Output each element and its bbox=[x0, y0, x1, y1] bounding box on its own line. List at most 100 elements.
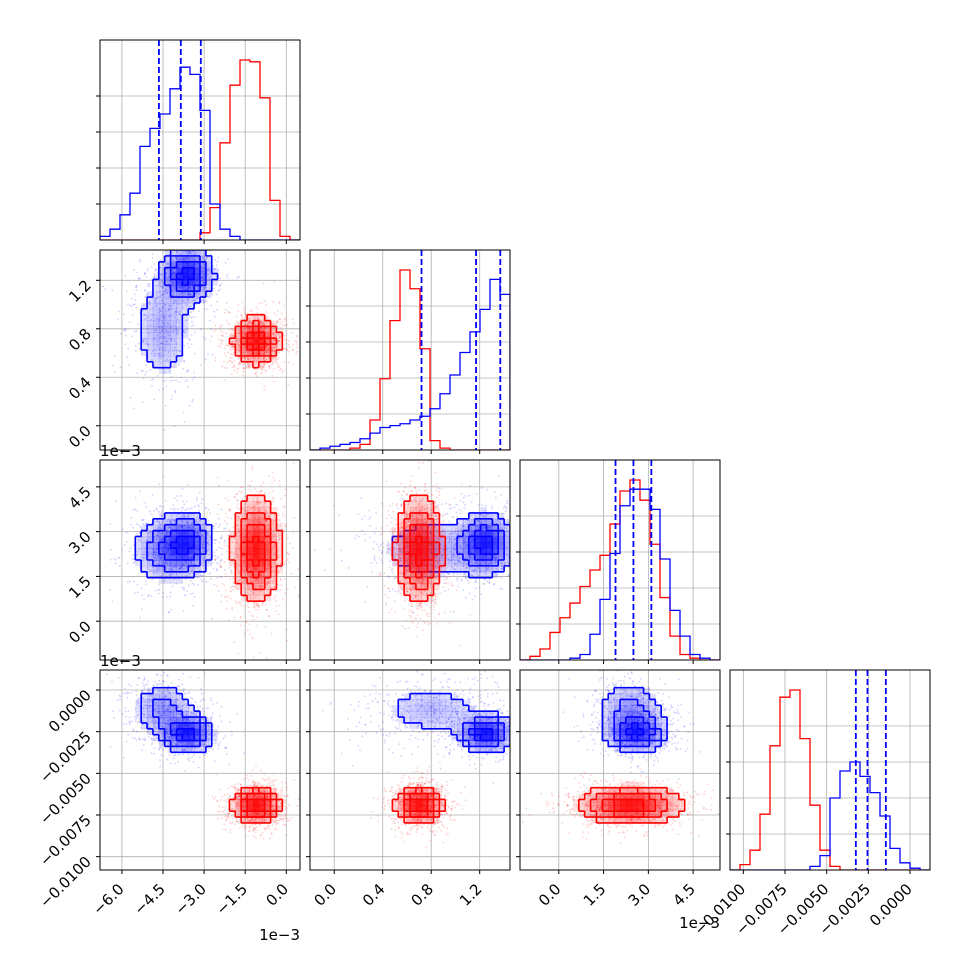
sample-point bbox=[238, 349, 241, 351]
sample-point bbox=[453, 559, 456, 561]
sample-point bbox=[169, 359, 172, 362]
density-cell bbox=[188, 524, 195, 531]
density-cell bbox=[276, 554, 283, 561]
sample-point bbox=[186, 521, 189, 524]
sample-point bbox=[277, 613, 280, 616]
sample-point bbox=[155, 557, 158, 560]
sample-point bbox=[188, 404, 191, 407]
sample-point bbox=[136, 509, 139, 512]
density-cell bbox=[164, 302, 171, 310]
sample-point bbox=[174, 389, 177, 392]
sample-point bbox=[234, 366, 236, 369]
sample-point bbox=[149, 531, 151, 534]
sample-point bbox=[282, 369, 285, 372]
sample-point bbox=[194, 300, 197, 302]
sample-point bbox=[274, 356, 277, 359]
sample-point bbox=[287, 343, 290, 346]
density-cell bbox=[164, 367, 171, 374]
sample-point bbox=[237, 571, 240, 574]
sample-point bbox=[166, 262, 169, 265]
sample-point bbox=[223, 379, 226, 382]
sample-point bbox=[216, 513, 219, 515]
sample-point bbox=[257, 501, 260, 504]
sample-point bbox=[160, 522, 163, 525]
sample-point bbox=[264, 363, 267, 366]
sample-point bbox=[295, 335, 298, 337]
sample-point bbox=[202, 336, 205, 339]
sample-point bbox=[159, 362, 162, 365]
sample-point bbox=[159, 527, 162, 530]
sample-point bbox=[481, 514, 484, 517]
density-cell bbox=[252, 524, 260, 531]
sample-point bbox=[126, 581, 129, 583]
sample-point bbox=[160, 310, 163, 312]
sample-point bbox=[155, 537, 158, 540]
sample-point bbox=[158, 563, 161, 565]
density-cell bbox=[182, 320, 189, 327]
sample-point bbox=[462, 496, 465, 499]
sample-point bbox=[165, 310, 168, 313]
sample-point bbox=[273, 346, 276, 349]
sample-point bbox=[443, 590, 446, 592]
density-cell bbox=[158, 297, 166, 304]
sample-point bbox=[250, 322, 253, 325]
sample-point bbox=[142, 556, 145, 559]
sample-point bbox=[286, 537, 289, 540]
sample-point bbox=[224, 596, 226, 598]
sample-point bbox=[202, 547, 204, 549]
sample-point bbox=[282, 360, 285, 363]
sample-point bbox=[218, 526, 220, 528]
density-cell bbox=[247, 524, 254, 531]
sample-point bbox=[157, 555, 159, 557]
sample-point bbox=[260, 321, 263, 324]
sample-point bbox=[285, 342, 288, 345]
sample-point bbox=[180, 509, 183, 512]
sample-point bbox=[221, 582, 224, 585]
density-cell bbox=[158, 571, 166, 579]
density-cell bbox=[170, 536, 177, 543]
sample-point bbox=[273, 574, 276, 577]
density-cell bbox=[170, 548, 177, 555]
sample-point bbox=[266, 567, 269, 569]
density-cell bbox=[188, 302, 195, 310]
sample-point bbox=[273, 544, 276, 547]
sample-point bbox=[466, 544, 469, 546]
sample-point bbox=[245, 620, 248, 623]
sample-point bbox=[259, 585, 262, 588]
sample-point bbox=[258, 492, 261, 494]
sample-point bbox=[515, 526, 517, 528]
sample-point bbox=[196, 292, 199, 294]
sample-point bbox=[156, 295, 159, 298]
sample-point bbox=[256, 324, 258, 327]
sample-point bbox=[431, 520, 433, 523]
sample-point bbox=[267, 533, 270, 535]
sample-point bbox=[216, 585, 218, 588]
sample-point bbox=[506, 553, 508, 556]
sample-point bbox=[250, 581, 253, 583]
sample-point bbox=[145, 540, 148, 543]
sample-point bbox=[134, 349, 137, 352]
sample-point bbox=[475, 493, 478, 495]
sample-point bbox=[484, 516, 486, 518]
sample-point bbox=[199, 569, 201, 572]
sample-point bbox=[259, 490, 262, 492]
sample-point bbox=[254, 356, 257, 359]
density-cell bbox=[164, 577, 171, 584]
sample-point bbox=[123, 313, 125, 316]
sample-point bbox=[265, 530, 268, 533]
sample-point bbox=[391, 588, 394, 591]
sample-point bbox=[467, 566, 470, 568]
sample-point bbox=[281, 598, 284, 600]
sample-point bbox=[190, 334, 193, 336]
sample-point bbox=[109, 588, 111, 591]
sample-point bbox=[448, 520, 451, 523]
sample-point bbox=[179, 253, 182, 256]
sample-point bbox=[149, 513, 152, 516]
sample-point bbox=[162, 293, 165, 296]
density-cell bbox=[176, 524, 183, 531]
sample-point bbox=[242, 363, 245, 366]
sample-point bbox=[249, 363, 252, 366]
density-cell bbox=[252, 565, 260, 573]
sample-point bbox=[516, 552, 518, 554]
sample-point bbox=[229, 597, 232, 600]
